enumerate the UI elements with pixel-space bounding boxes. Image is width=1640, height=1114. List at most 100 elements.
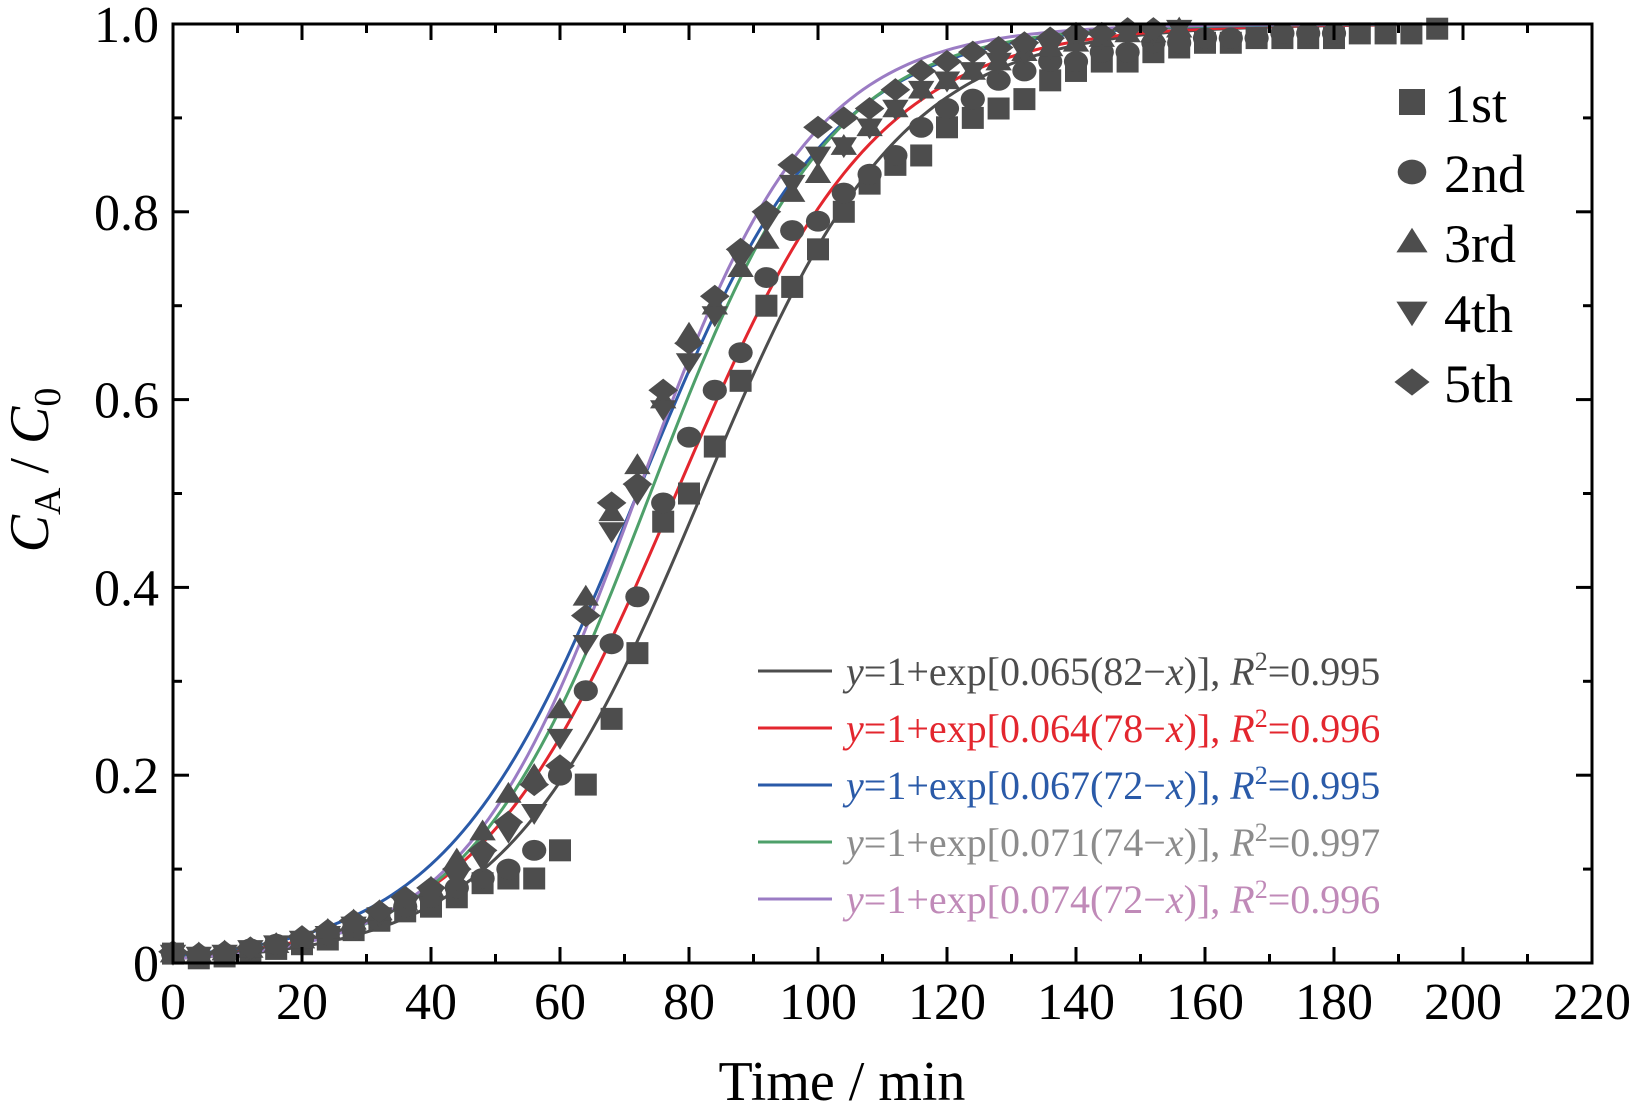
marker-3rd (546, 697, 574, 719)
marker-1st (936, 116, 958, 139)
legend-marker-2nd (1397, 159, 1427, 185)
marker-4th (856, 118, 883, 140)
marker-2nd (780, 220, 805, 242)
x-tick-label: 220 (1553, 974, 1631, 1031)
marker-2nd (651, 492, 676, 514)
fit-r-sup: 2 (1255, 818, 1268, 847)
marker-2nd (883, 145, 908, 166)
y-title-sub-a: A (27, 487, 69, 515)
marker-2nd (909, 116, 934, 138)
marker-1st (1039, 69, 1062, 92)
fit-y-var: y (842, 649, 864, 694)
marker-3rd (804, 162, 832, 184)
marker-2nd (1167, 32, 1192, 54)
y-title-c0: C (0, 406, 61, 444)
marker-5th (416, 876, 446, 900)
marker-4th (650, 400, 677, 422)
marker-5th (441, 857, 472, 881)
legend-marker-5th (1394, 368, 1430, 396)
marker-4th (598, 522, 625, 544)
marker-4th (882, 99, 909, 121)
fit-eq: =1+exp[0.065(82− (864, 649, 1166, 694)
y-tick-label: 1.0 (94, 0, 159, 54)
marker-2nd (831, 182, 856, 204)
y-title-c: C (0, 514, 61, 552)
marker-4th (908, 80, 935, 102)
fit-r-var: R (1229, 763, 1254, 808)
marker-4th (985, 52, 1012, 74)
marker-1st (1426, 17, 1449, 40)
legend-marker-1st (1399, 89, 1425, 115)
legend-label-2nd: 2nd (1444, 144, 1525, 204)
marker-5th (674, 331, 704, 355)
marker-5th (493, 810, 524, 834)
marker-2nd (496, 858, 521, 880)
marker-1st (1400, 22, 1423, 45)
fit-r-sup: 2 (1255, 761, 1268, 790)
fit-r-value: =0.995 (1268, 649, 1381, 694)
marker-1st (987, 97, 1010, 120)
marker-5th (261, 932, 292, 956)
marker-5th (751, 200, 782, 224)
series-legend: 1st 2nd 3rd 4th 5th (1394, 74, 1525, 414)
marker-5th (1138, 17, 1169, 41)
x-tick-label: 180 (1295, 974, 1373, 1031)
y-title-sub-0: 0 (27, 388, 69, 407)
marker-1st (807, 238, 829, 261)
x-tick-label: 20 (276, 974, 328, 1031)
marker-2nd (573, 680, 598, 702)
fit-r-value: =0.995 (1268, 763, 1381, 808)
fit-legend-label-5: y=1+exp[0.074(72−x)], R2=0.996 (842, 875, 1380, 922)
marker-5th (622, 472, 653, 496)
fit-r-sup: 2 (1255, 647, 1268, 676)
fit-x-var: x (1165, 706, 1184, 751)
marker-4th (572, 634, 599, 656)
fit-legend: y=1+exp[0.065(82−x)], R2=0.995y=1+exp[0.… (758, 647, 1380, 922)
y-axis-title: CA / C0 (0, 388, 69, 553)
fit-legend-label-1: y=1+exp[0.065(82−x)], R2=0.995 (842, 647, 1380, 694)
marker-4th (933, 71, 961, 93)
marker-5th (338, 909, 369, 933)
fit-y-var: y (842, 820, 864, 865)
marker-5th (596, 491, 627, 515)
marker-2nd (1218, 27, 1243, 49)
marker-5th (390, 885, 421, 909)
marker-1st (626, 642, 649, 665)
fit-eq: =1+exp[0.074(72− (864, 877, 1166, 922)
fit-close: )], (1184, 877, 1231, 922)
marker-2nd (1012, 60, 1037, 82)
marker-2nd (625, 586, 650, 608)
marker-1st (652, 510, 675, 533)
marker-1st (549, 839, 571, 862)
marker-5th (467, 838, 498, 862)
x-tick-label: 140 (1037, 974, 1115, 1031)
marker-2nd (1270, 22, 1295, 44)
legend-marker-4th (1396, 301, 1428, 327)
marker-1st (910, 144, 933, 167)
marker-5th (957, 40, 988, 64)
marker-5th (312, 918, 343, 942)
axes: 0 20 40 60 80 100 120 140 160 180 200 220 0 0.2 0.4 0.6… (94, 0, 1631, 1031)
marker-1st (600, 707, 623, 730)
marker-5th (570, 604, 601, 628)
marker-5th (854, 96, 885, 121)
marker-2nd (805, 210, 831, 232)
marker-5th (648, 378, 679, 402)
marker-2nd (960, 88, 985, 110)
x-tick-label: 60 (534, 974, 586, 1031)
marker-1st (703, 435, 726, 458)
fit-r-value: =0.996 (1268, 877, 1381, 922)
marker-3rd (495, 781, 522, 803)
fit-legend-label-4: y=1+exp[0.071(74−x)], R2=0.997 (842, 818, 1380, 865)
marker-1st (1013, 88, 1036, 111)
marker-5th (545, 754, 575, 778)
marker-1st (1374, 22, 1397, 45)
marker-4th (779, 174, 806, 196)
fit-close: )], (1184, 820, 1231, 865)
fit-r-var: R (1229, 877, 1254, 922)
legend-label-4th: 4th (1444, 284, 1513, 344)
marker-1st (755, 294, 778, 317)
marker-1st (523, 867, 546, 890)
marker-2nd (728, 342, 753, 364)
marker-2nd (934, 98, 960, 119)
